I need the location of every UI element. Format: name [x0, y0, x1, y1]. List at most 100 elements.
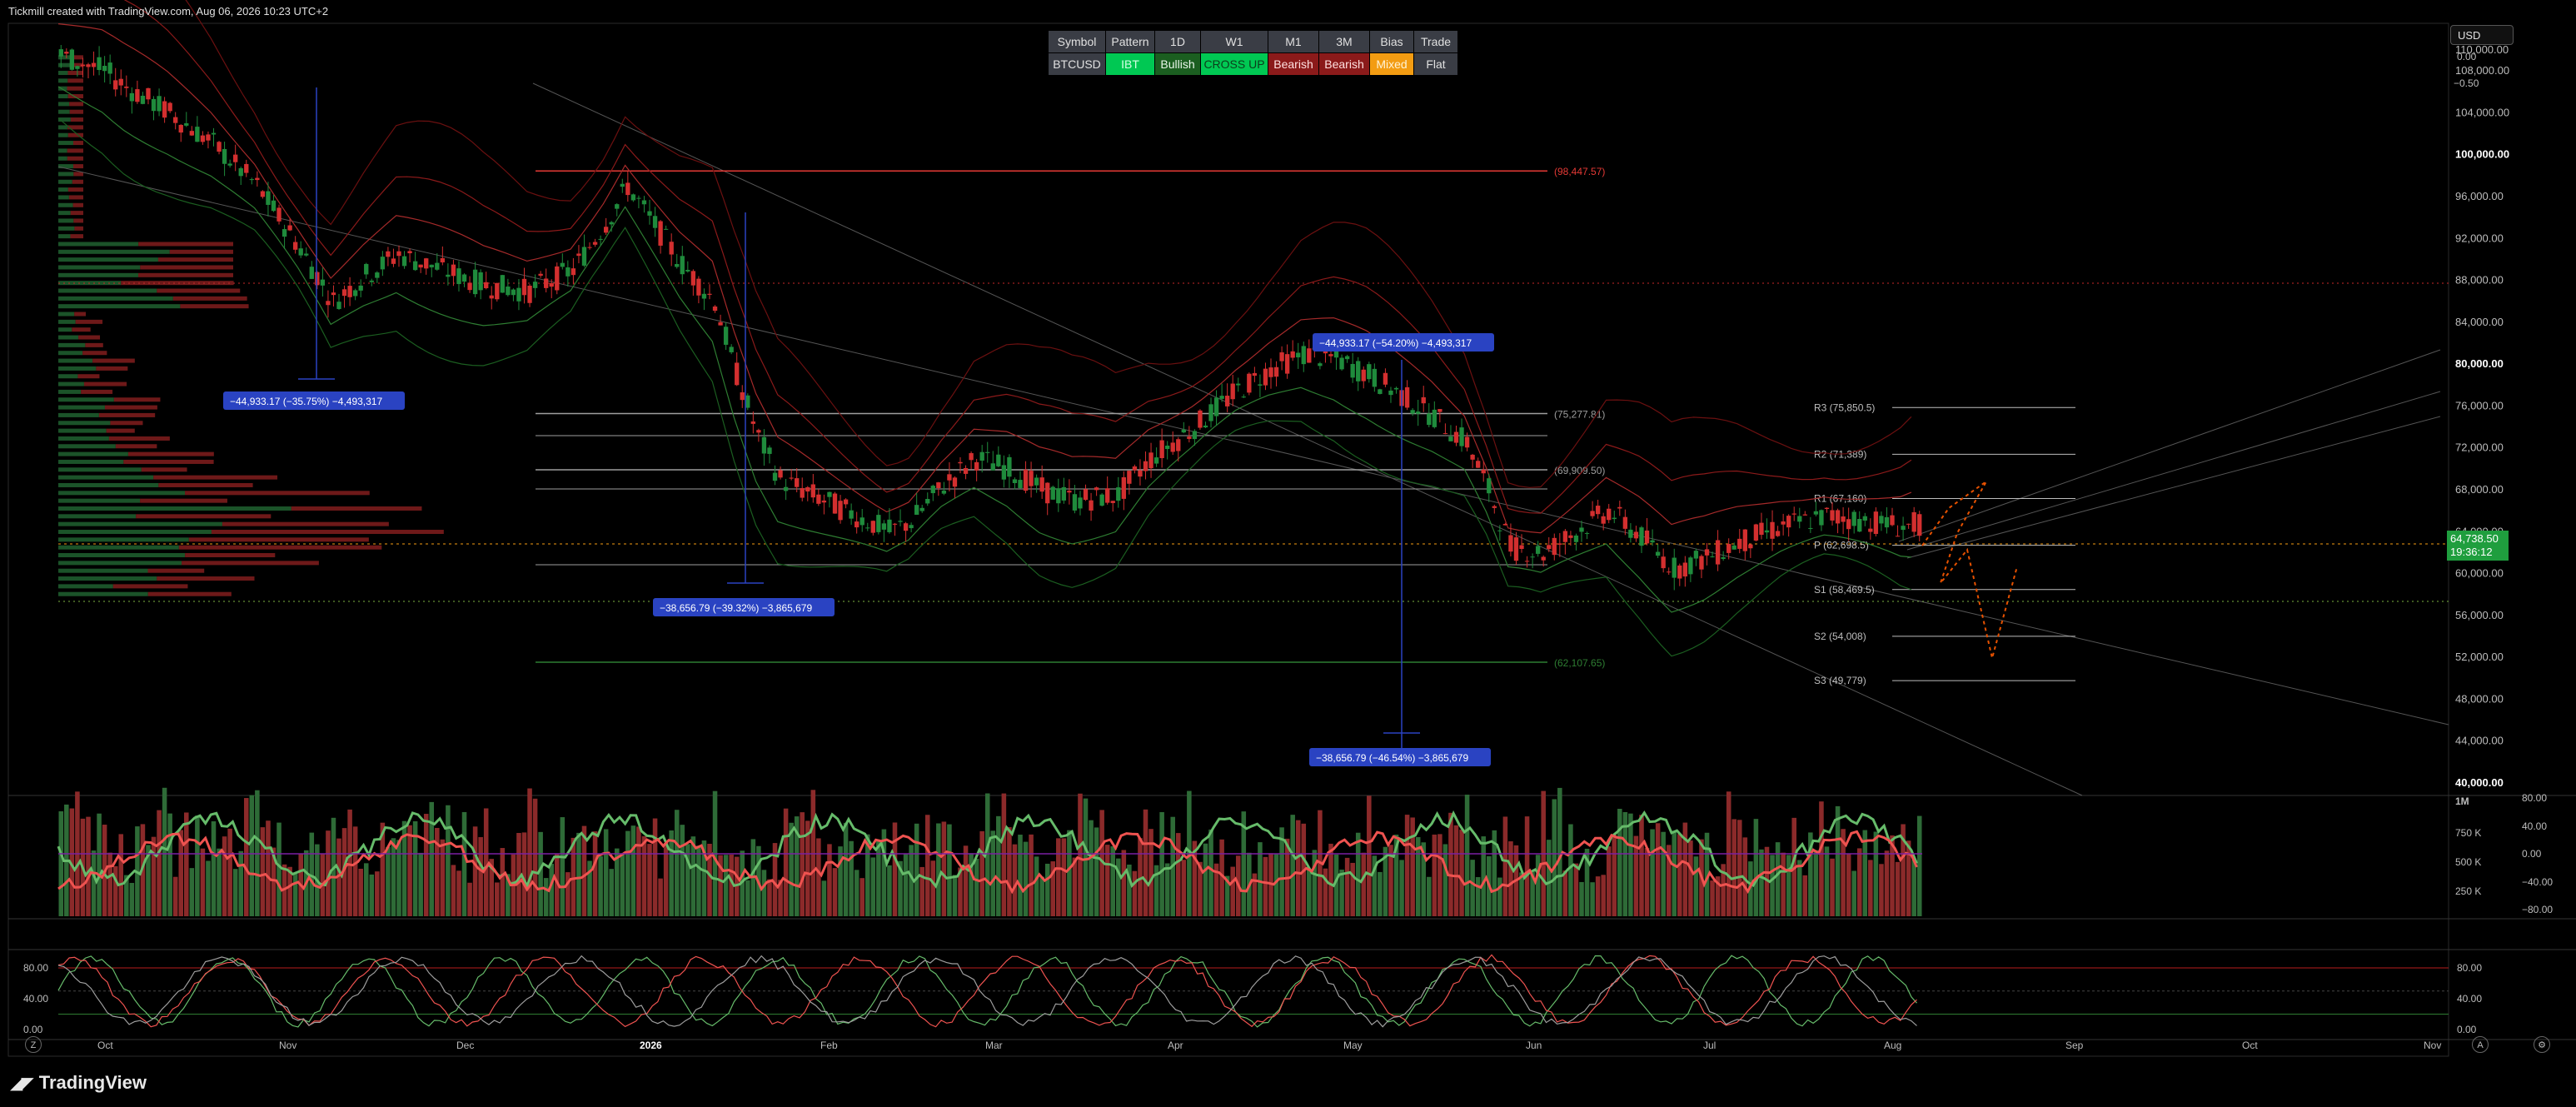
volume-bar	[958, 867, 963, 916]
volume-bar	[832, 868, 838, 916]
volume-bar	[1895, 861, 1901, 916]
volume-bar	[451, 865, 456, 916]
status-header-bias: Bias	[1369, 30, 1414, 53]
volume-bar	[1007, 827, 1012, 916]
volume-bar	[178, 830, 184, 916]
candle-down	[341, 289, 347, 297]
volume-bar	[1890, 835, 1895, 916]
volume-profile-bar-down	[72, 164, 83, 169]
volume-bar	[892, 822, 898, 916]
volume-bar	[112, 865, 118, 916]
candle-down	[244, 163, 249, 173]
candle-down	[391, 258, 396, 264]
volume-bar	[1018, 835, 1023, 916]
volume-profile-bar-down	[67, 71, 83, 76]
candle-up	[500, 275, 505, 293]
volume-bar	[1568, 824, 1573, 916]
candle-down	[1830, 510, 1835, 521]
settings-button[interactable]: ⚙	[2534, 1036, 2550, 1053]
candle-down	[233, 154, 238, 162]
stoch-line	[57, 954, 1917, 1028]
candle-down	[1023, 469, 1029, 491]
volume-profile-bar-down	[121, 281, 234, 286]
candle-up	[511, 289, 516, 296]
volume-bar	[167, 813, 172, 916]
volume-profile-bar-up	[58, 211, 71, 216]
candle-down	[855, 521, 859, 528]
candle-up	[1721, 557, 1726, 560]
trend-channel-line	[1906, 416, 2441, 559]
volume-bar	[701, 840, 707, 916]
volume-bar	[1475, 877, 1481, 916]
volume-bar	[543, 878, 549, 916]
candle-down	[821, 500, 827, 503]
candle-down	[396, 251, 401, 257]
candle-up	[456, 268, 461, 285]
zoom-button[interactable]: Z	[25, 1036, 42, 1053]
brand-label: TradingView	[38, 1072, 147, 1093]
candle-up	[1901, 526, 1906, 531]
candle-down	[576, 253, 581, 257]
candle-down	[91, 62, 97, 67]
candle-down	[1890, 515, 1895, 526]
candle-down	[217, 142, 222, 152]
volume-bar	[1361, 852, 1367, 916]
volume-bar	[663, 842, 669, 916]
volume-bar	[1546, 840, 1552, 916]
volume-bar	[260, 827, 266, 916]
volume-bar	[1273, 853, 1279, 916]
candle-up	[516, 287, 521, 302]
candle-down	[669, 242, 674, 255]
currency-selector[interactable]: USD	[2450, 25, 2514, 45]
candle-down	[189, 131, 194, 136]
candle-up	[1639, 527, 1644, 546]
auto-scale-button[interactable]: A	[2472, 1036, 2489, 1053]
volume-bar	[1241, 811, 1247, 916]
volume-bar	[936, 823, 941, 916]
volume-bar	[500, 848, 506, 916]
candle-up	[1012, 479, 1018, 483]
candle-down	[1110, 501, 1115, 503]
candle-up	[1372, 368, 1378, 387]
bollinger-band	[185, 0, 1912, 488]
trend-channel-line	[532, 82, 2083, 796]
volume-bar	[630, 825, 636, 916]
volume-bar	[292, 873, 298, 916]
status-value-bias: Mixed	[1369, 52, 1414, 76]
candle-down	[544, 278, 549, 288]
volume-bar	[1132, 870, 1138, 916]
candle-down	[146, 87, 151, 100]
candle-up	[1388, 390, 1393, 396]
volume-profile-bar-down	[113, 397, 161, 402]
price-axis-tick: 44,000.00	[2455, 735, 2504, 747]
volume-bar	[1617, 809, 1622, 916]
volume-profile-bar-up	[58, 102, 70, 107]
volume-bar	[1312, 850, 1318, 916]
price-axis-tick: 40,000.00	[2455, 776, 2504, 789]
volume-bar	[827, 844, 832, 916]
volume-profile-bar-down	[72, 202, 83, 207]
volume-profile-bar-up	[58, 444, 116, 449]
volume-bar	[412, 820, 418, 916]
candle-up	[1650, 540, 1655, 543]
volume-bar	[969, 853, 974, 916]
volume-profile-bar-down	[138, 242, 233, 247]
volume-bar	[232, 869, 238, 916]
volume-bar	[309, 832, 315, 916]
volume-bar	[1704, 832, 1710, 916]
volume-bar	[375, 871, 380, 916]
volume-bar	[876, 840, 881, 916]
price-axis-tick: 76,000.00	[2455, 399, 2504, 411]
volume-profile-bar-up	[58, 366, 97, 371]
candle-down	[1176, 439, 1181, 451]
candle-up	[1573, 535, 1579, 542]
volume-bar	[1622, 811, 1628, 916]
volume-bar	[1078, 793, 1083, 916]
status-value-w1: CROSS UP	[1200, 52, 1268, 76]
volume-profile-bar-down	[67, 132, 83, 137]
candle-down	[658, 221, 663, 246]
candle-up	[1879, 516, 1884, 524]
volume-profile-bar-up	[58, 514, 137, 519]
volume-bar	[1328, 843, 1333, 916]
